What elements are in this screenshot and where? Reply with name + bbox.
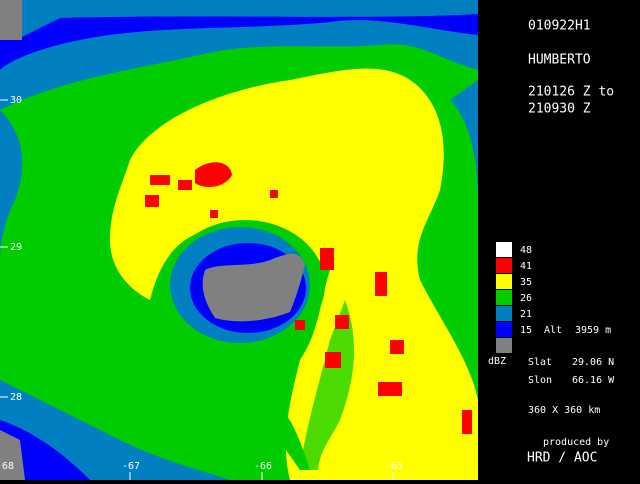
radar-map [0, 0, 478, 480]
storm-name: HUMBERTO [528, 53, 591, 68]
flight-id: 010922H1 [528, 19, 591, 34]
legend-label: 48 [520, 245, 532, 256]
center-lon: 66.16 W [572, 375, 615, 386]
altitude-value: 3959 m [575, 325, 611, 336]
lat-label: 28 [10, 392, 22, 403]
text-labels: 30 29 28 -68 -67 -66 -65 010922H1 HUMBER… [0, 19, 615, 473]
legend-swatch [496, 274, 512, 289]
legend-swatch [496, 258, 512, 273]
legend-swatch [496, 242, 512, 257]
domain-size: 360 X 360 km [528, 405, 600, 416]
legend-swatch [496, 290, 512, 305]
legend-swatch [496, 322, 512, 337]
center-lat: 29.06 N [572, 357, 614, 368]
lat-caption: Slat [528, 357, 552, 368]
credit-line2: HRD / AOC [527, 451, 597, 466]
lon-caption: Slon [528, 375, 552, 386]
time-start: 210126 Z to [528, 85, 614, 100]
legend-label: 35 [520, 277, 532, 288]
lon-label: -68 [0, 461, 14, 472]
legend-label: 26 [520, 293, 532, 304]
legend-unit: dBZ [488, 356, 506, 367]
lon-label: -65 [385, 461, 403, 472]
legend-label: 15 [520, 325, 532, 336]
lon-label: -66 [254, 461, 272, 472]
lat-label: 30 [10, 95, 22, 106]
time-end: 210930 Z [528, 102, 591, 117]
legend-swatch-nodata [496, 338, 512, 353]
credit-line1: produced by [543, 437, 609, 448]
legend-label: 21 [520, 309, 532, 320]
lat-label: 29 [10, 242, 22, 253]
lon-label: -67 [122, 461, 140, 472]
legend-label: 41 [520, 261, 532, 272]
altitude-label: Alt [544, 325, 562, 336]
legend-swatch [496, 306, 512, 321]
